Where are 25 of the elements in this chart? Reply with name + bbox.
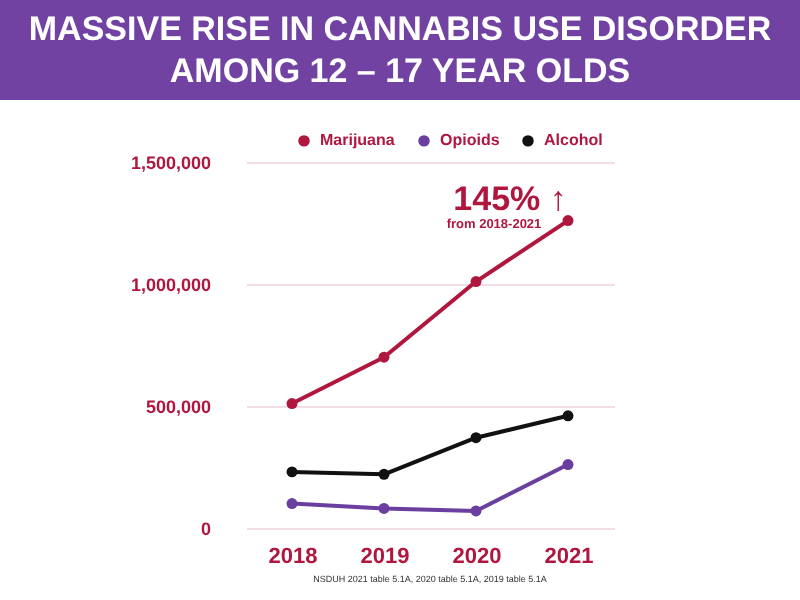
point — [562, 215, 574, 227]
point — [286, 466, 298, 478]
point — [470, 505, 482, 517]
x-tick-label: 2018 — [268, 545, 318, 569]
x-tick-label: 2019 — [360, 545, 410, 569]
point — [286, 498, 298, 510]
point — [378, 351, 390, 363]
legend-label: Opioids — [440, 130, 501, 149]
annotation: 145% ↑ — [453, 180, 567, 218]
y-tick-label: 500,000 — [145, 397, 211, 417]
y-tick-label: 1,000,000 — [130, 275, 211, 295]
x-tick-label: 2021 — [544, 545, 594, 569]
point — [562, 410, 574, 422]
point — [562, 459, 574, 471]
legend-label: Alcohol — [544, 130, 603, 149]
legend-label: Marijuana — [320, 130, 396, 149]
point — [378, 468, 390, 480]
x-tick-label: 2020 — [452, 545, 502, 569]
point — [378, 503, 390, 514]
point — [286, 398, 298, 410]
point — [470, 432, 482, 444]
y-tick-label: 1,500,000 — [130, 153, 211, 173]
chart-title: MASSIVE RISE IN CANNABIS USE DISORDER AMONG 12 – 17 YEAR OLDS — [28, 10, 772, 90]
point — [470, 276, 482, 288]
y-tick-label: 0 — [200, 519, 211, 539]
